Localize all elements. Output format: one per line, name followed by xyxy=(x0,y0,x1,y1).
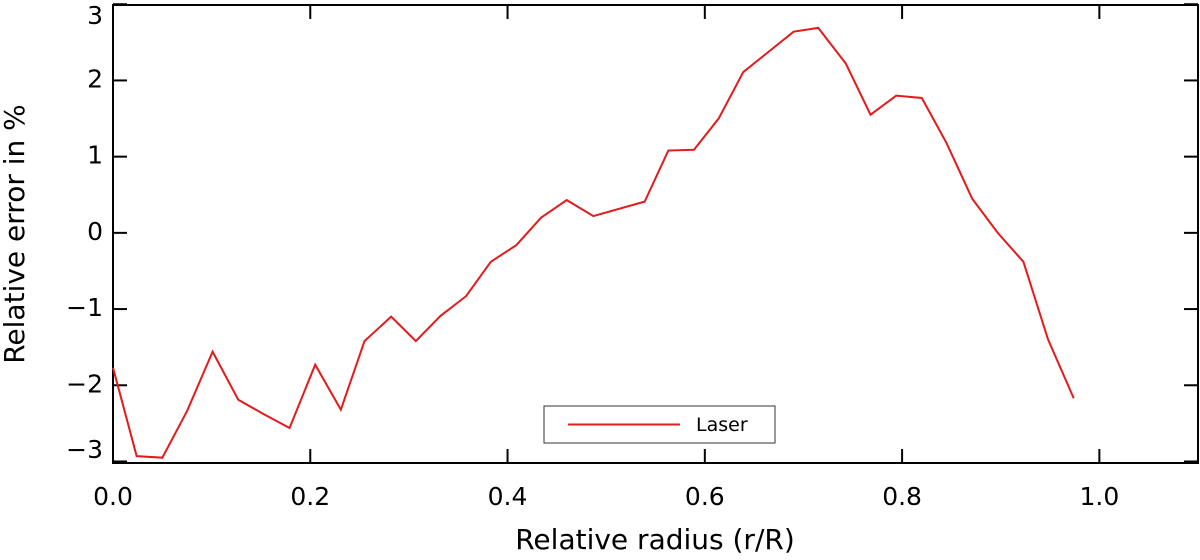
y-tick-label: 3 xyxy=(87,1,103,30)
x-tick-label: 0.4 xyxy=(488,482,528,511)
legend-label: Laser xyxy=(696,414,748,436)
x-tick-label: 1.0 xyxy=(1079,482,1119,511)
line xyxy=(112,26,1075,459)
y-tick-label: −2 xyxy=(66,369,103,398)
y-tick-label: −3 xyxy=(66,435,103,464)
y-tick-label: 0 xyxy=(87,217,103,246)
plot-frame xyxy=(112,4,1199,464)
y-tick-label: 2 xyxy=(87,64,103,93)
x-tick-label: 0.0 xyxy=(93,482,133,511)
x-tick-label: 0.8 xyxy=(882,482,922,511)
x-tick-label: 0.6 xyxy=(685,482,725,511)
y-tick-label: −1 xyxy=(66,293,103,322)
y-axis-label: Relative error in % xyxy=(0,104,31,364)
x-tick-label: 0.2 xyxy=(290,482,330,511)
x-axis-label: Relative radius (r/R) xyxy=(515,523,795,556)
y-tick-label: 1 xyxy=(87,141,103,170)
